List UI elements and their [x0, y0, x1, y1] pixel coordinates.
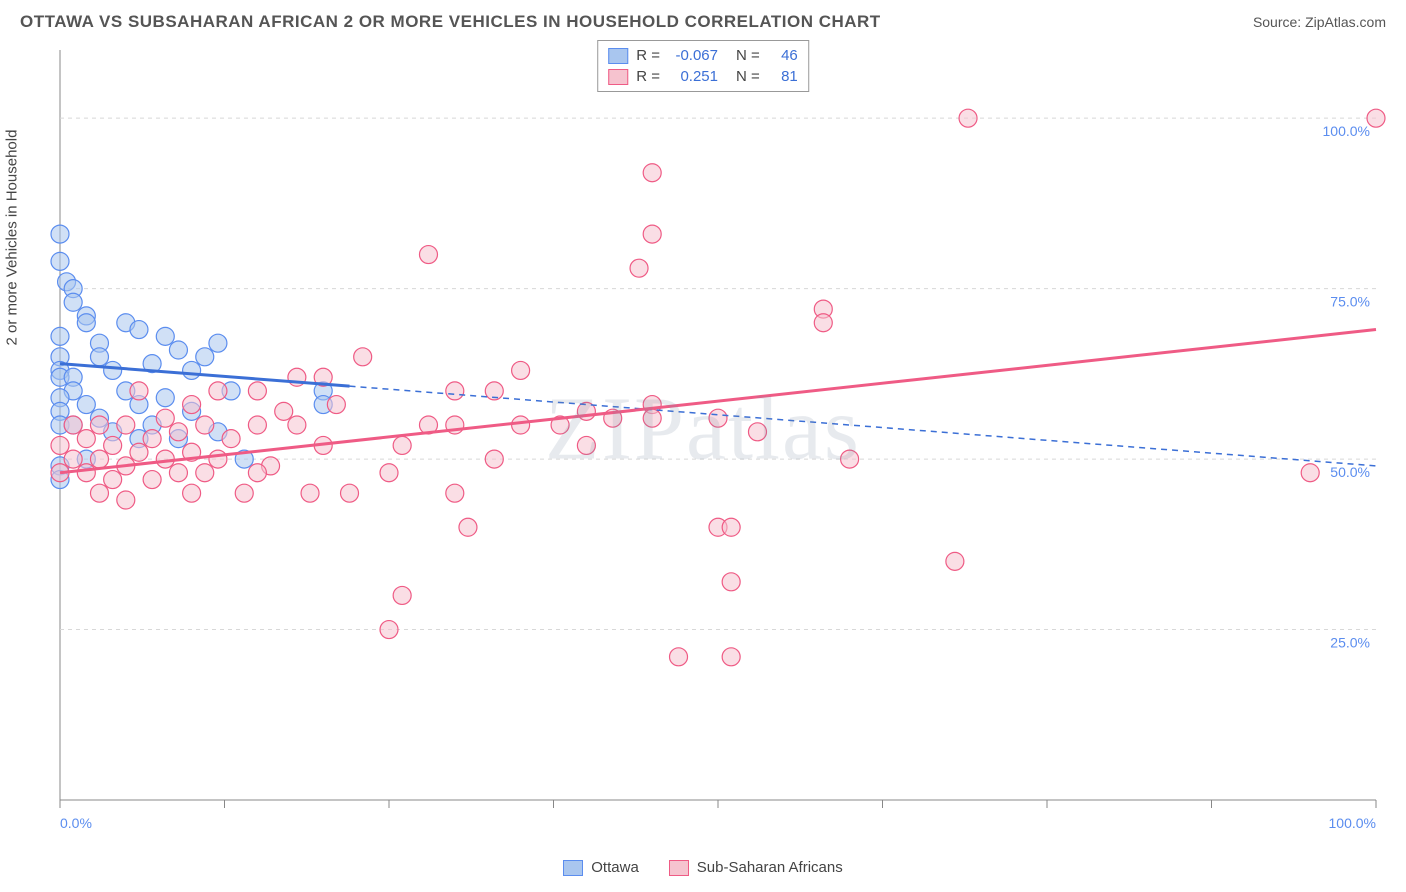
svg-text:25.0%: 25.0%: [1330, 635, 1370, 651]
legend: Ottawa Sub-Saharan Africans: [0, 859, 1406, 876]
svg-text:100.0%: 100.0%: [1323, 123, 1370, 139]
series-sub-saharan-africans: [51, 109, 1385, 666]
chart-source: Source: ZipAtlas.com: [1253, 14, 1386, 30]
y-axis-label: 2 or more Vehicles in Household: [4, 130, 21, 346]
stat-r-value: -0.067: [668, 45, 718, 66]
stat-n-value: 81: [768, 66, 798, 87]
source-name: ZipAtlas.com: [1305, 14, 1386, 30]
legend-label: Ottawa: [591, 859, 639, 876]
stats-row: R = -0.067 N = 46: [608, 45, 798, 66]
legend-item: Sub-Saharan Africans: [669, 859, 843, 876]
svg-text:75.0%: 75.0%: [1330, 294, 1370, 310]
series-swatch: [608, 48, 628, 64]
chart-header: OTTAWA VS SUBSAHARAN AFRICAN 2 OR MORE V…: [0, 0, 1406, 40]
series-swatch: [608, 69, 628, 85]
stat-r-label: R =: [636, 45, 660, 66]
stat-n-label: N =: [736, 66, 760, 87]
scatter-chart: 25.0% 50.0% 75.0% 100.0% 0.0% 100.0%: [20, 40, 1386, 850]
stat-n-label: N =: [736, 45, 760, 66]
source-label: Source:: [1253, 14, 1305, 30]
stat-r-label: R =: [636, 66, 660, 87]
svg-text:100.0%: 100.0%: [1329, 815, 1376, 831]
stats-legend-box: R = -0.067 N = 46 R = 0.251 N = 81: [597, 40, 809, 92]
chart-title: OTTAWA VS SUBSAHARAN AFRICAN 2 OR MORE V…: [20, 12, 881, 32]
legend-swatch: [563, 860, 583, 876]
stats-row: R = 0.251 N = 81: [608, 66, 798, 87]
svg-text:0.0%: 0.0%: [60, 815, 92, 831]
svg-text:50.0%: 50.0%: [1330, 464, 1370, 480]
stat-n-value: 46: [768, 45, 798, 66]
chart-container: 2 or more Vehicles in Household 25.0%50.…: [20, 40, 1386, 850]
legend-swatch: [669, 860, 689, 876]
legend-label: Sub-Saharan Africans: [697, 859, 843, 876]
stat-r-value: 0.251: [668, 66, 718, 87]
legend-item: Ottawa: [563, 859, 639, 876]
